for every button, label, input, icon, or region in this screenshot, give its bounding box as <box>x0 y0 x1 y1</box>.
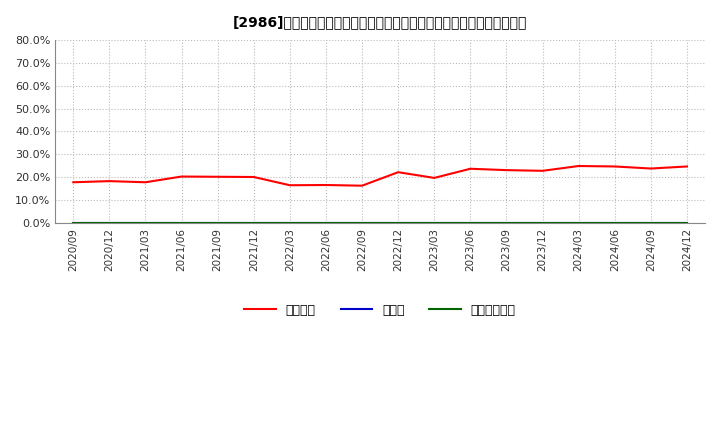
繰延税金資産 <box>430 220 438 226</box>
自己資本 <box>177 174 186 179</box>
のれん <box>69 220 78 226</box>
自己資本 <box>430 175 438 180</box>
のれん <box>466 220 474 226</box>
自己資本 <box>69 180 78 185</box>
のれん <box>213 220 222 226</box>
のれん <box>105 220 114 226</box>
繰延税金資産 <box>322 220 330 226</box>
自己資本 <box>683 164 691 169</box>
のれん <box>322 220 330 226</box>
繰延税金資産 <box>647 220 655 226</box>
自己資本 <box>466 166 474 172</box>
自己資本 <box>394 169 402 175</box>
のれん <box>249 220 258 226</box>
繰延税金資産 <box>358 220 366 226</box>
繰延税金資産 <box>249 220 258 226</box>
繰延税金資産 <box>141 220 150 226</box>
のれん <box>177 220 186 226</box>
のれん <box>647 220 655 226</box>
繰延税金資産 <box>177 220 186 226</box>
自己資本 <box>213 174 222 180</box>
繰延税金資産 <box>105 220 114 226</box>
Legend: 自己資本, のれん, 繰延税金資産: 自己資本, のれん, 繰延税金資産 <box>240 299 521 322</box>
のれん <box>141 220 150 226</box>
Line: 自己資本: 自己資本 <box>73 166 687 186</box>
繰延税金資産 <box>394 220 402 226</box>
繰延税金資産 <box>69 220 78 226</box>
のれん <box>394 220 402 226</box>
自己資本 <box>539 168 547 173</box>
のれん <box>286 220 294 226</box>
自己資本 <box>286 183 294 188</box>
繰延税金資産 <box>213 220 222 226</box>
のれん <box>611 220 619 226</box>
のれん <box>683 220 691 226</box>
繰延税金資産 <box>539 220 547 226</box>
自己資本 <box>141 180 150 185</box>
自己資本 <box>358 183 366 188</box>
自己資本 <box>249 174 258 180</box>
繰延税金資産 <box>683 220 691 226</box>
繰延税金資産 <box>286 220 294 226</box>
自己資本 <box>105 179 114 184</box>
自己資本 <box>647 166 655 171</box>
Title: [2986]　自己資本、のれん、繰延税金資産の総資産に対する比率の推移: [2986] 自己資本、のれん、繰延税金資産の総資産に対する比率の推移 <box>233 15 527 29</box>
のれん <box>575 220 583 226</box>
自己資本 <box>611 164 619 169</box>
自己資本 <box>575 163 583 169</box>
のれん <box>539 220 547 226</box>
繰延税金資産 <box>466 220 474 226</box>
のれん <box>358 220 366 226</box>
のれん <box>430 220 438 226</box>
自己資本 <box>502 168 510 173</box>
繰延税金資産 <box>575 220 583 226</box>
繰延税金資産 <box>611 220 619 226</box>
繰延税金資産 <box>502 220 510 226</box>
のれん <box>502 220 510 226</box>
自己資本 <box>322 182 330 187</box>
